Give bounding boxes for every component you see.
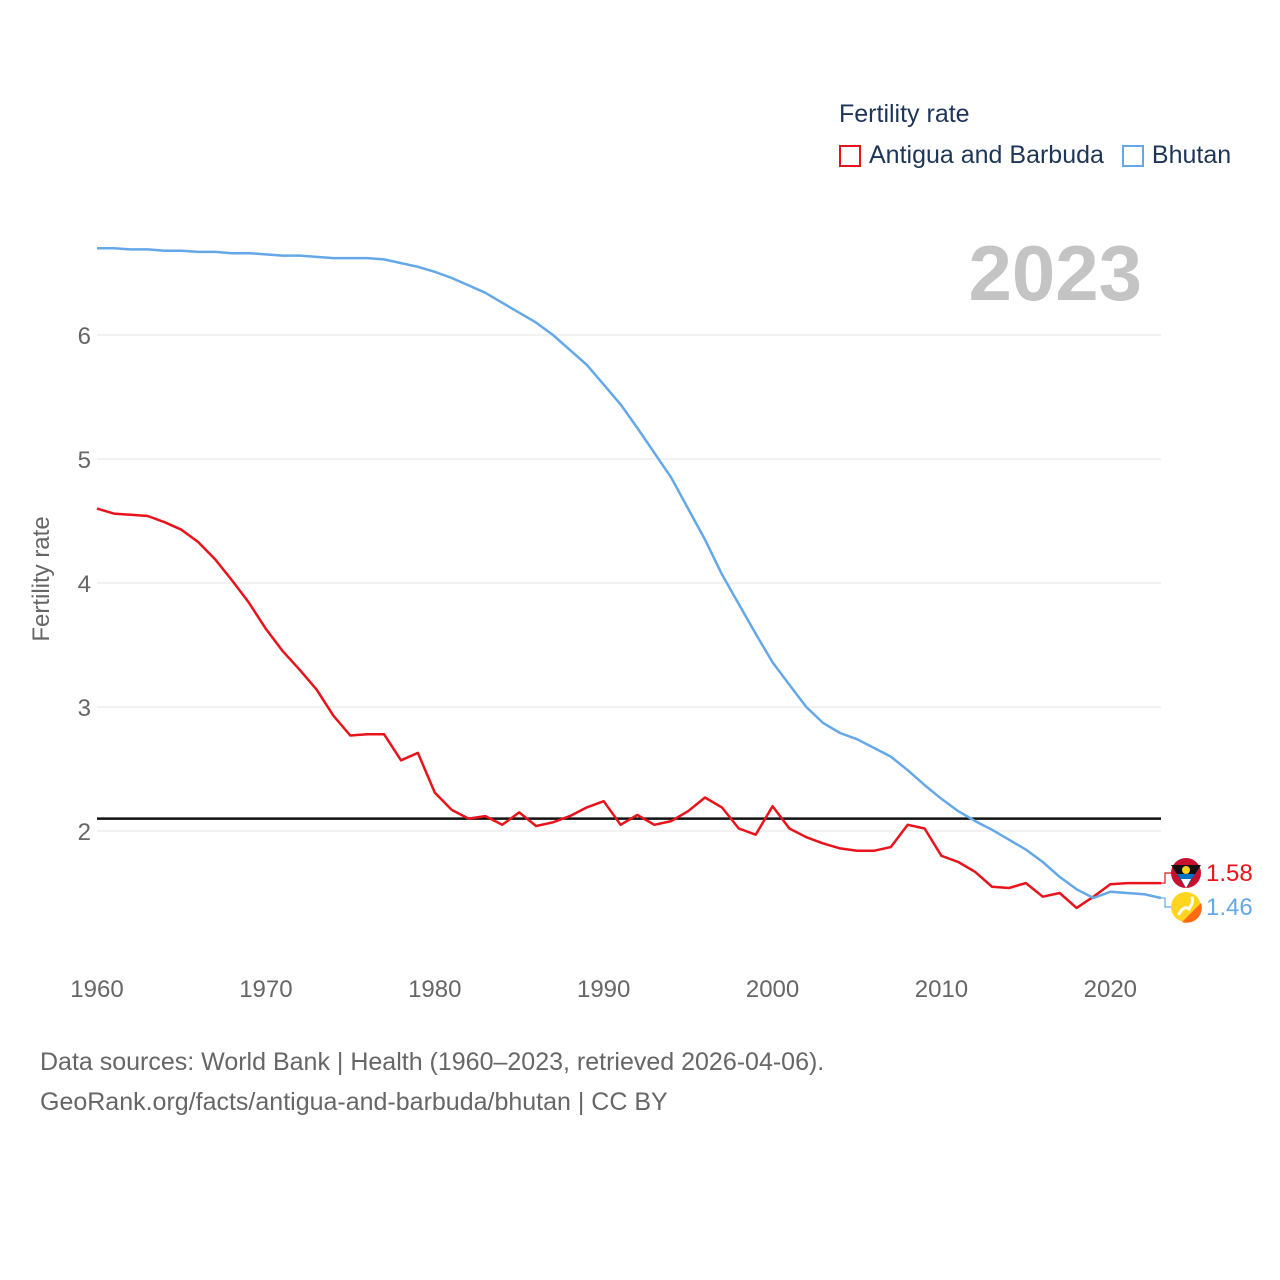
end-labels: 1.58 1.46 xyxy=(1161,858,1253,923)
x-tick-label: 1960 xyxy=(70,976,123,1003)
legend-swatch-bhutan xyxy=(1121,144,1144,167)
flag-white xyxy=(1181,879,1191,888)
x-tick-label: 2020 xyxy=(1084,976,1137,1003)
x-tick-label: 2010 xyxy=(915,976,968,1003)
x-axis-ticks: 1960 1970 1980 1990 2000 2010 2020 xyxy=(70,976,1137,1003)
end-connector-bhutan xyxy=(1161,897,1171,908)
footer: Data sources: World Bank | Health (1960–… xyxy=(40,1042,824,1122)
x-tick-label: 1980 xyxy=(408,976,461,1003)
end-label-bhutan: 1.46 xyxy=(1206,894,1253,921)
series-lines xyxy=(96,246,1162,910)
x-tick-label: 1990 xyxy=(577,976,630,1003)
y-axis-title: Fertility rate xyxy=(28,516,55,642)
legend-label-antigua: Antigua and Barbuda xyxy=(869,141,1104,169)
legend-title: Fertility rate xyxy=(839,100,970,128)
x-tick-label: 2000 xyxy=(746,976,799,1003)
legend-item-bhutan[interactable]: Bhutan xyxy=(1121,141,1232,170)
flag-dragon xyxy=(1177,896,1195,916)
y-tick-label: 4 xyxy=(78,571,91,598)
flag-sun xyxy=(1182,866,1190,874)
legend-item-antigua[interactable]: Antigua and Barbuda xyxy=(839,141,1104,170)
end-connector-antigua xyxy=(1161,872,1171,884)
y-tick-label: 2 xyxy=(78,819,91,846)
bhutan-flag-icon xyxy=(1171,892,1202,923)
flag-orange xyxy=(1182,903,1202,923)
series-line-bhutan xyxy=(97,246,1162,900)
y-tick-label: 5 xyxy=(78,447,91,474)
end-label-antigua: 1.58 xyxy=(1206,860,1253,887)
series-line-antigua xyxy=(96,507,1161,910)
y-axis-ticks: 2 3 4 5 6 xyxy=(78,323,91,846)
y-tick-label: 3 xyxy=(78,695,91,722)
legend-swatch-antigua xyxy=(839,144,861,167)
footer-link[interactable]: GeoRank.org/facts/antigua-and-barbuda/bh… xyxy=(40,1088,668,1116)
footer-sources: Data sources: World Bank | Health (1960–… xyxy=(40,1048,825,1076)
x-tick-label: 1970 xyxy=(239,976,292,1003)
y-tick-label: 6 xyxy=(78,323,91,350)
gridlines xyxy=(97,334,1161,832)
year-label: 2023 xyxy=(968,229,1142,317)
legend-label-bhutan: Bhutan xyxy=(1151,141,1232,169)
antigua-and-barbuda-flag-icon xyxy=(1171,858,1201,888)
legend: Antigua and Barbuda Bhutan xyxy=(839,141,1249,170)
